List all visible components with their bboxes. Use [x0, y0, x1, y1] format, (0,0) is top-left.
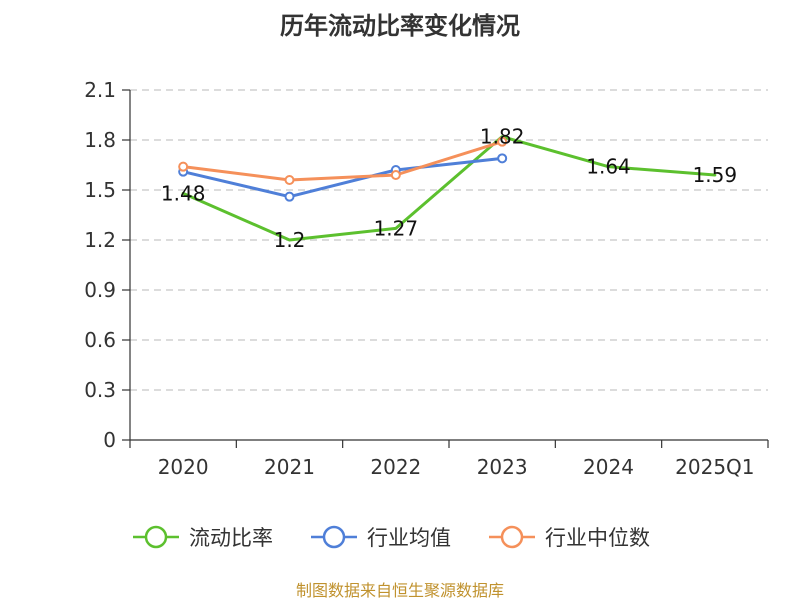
- y-tick-label: 1.8: [84, 128, 116, 152]
- data-label: 1.64: [586, 155, 631, 179]
- x-tick-label: 2024: [583, 455, 634, 479]
- data-source-note: 制图数据来自恒生聚源数据库: [295, 581, 504, 600]
- legend: 流动比率 行业均值 行业中位数: [133, 525, 650, 550]
- series-line-1: [181, 156, 504, 199]
- data-label: 1.59: [693, 163, 738, 187]
- legend-label: 行业均值: [367, 526, 451, 550]
- grid-lines: [130, 89, 768, 391]
- data-label: 1.48: [161, 181, 206, 205]
- x-tick-label: 2020: [158, 455, 209, 479]
- chart-title: 历年流动比率变化情况: [280, 12, 520, 40]
- data-label: 1.82: [480, 125, 525, 149]
- legend-swatch-marker: [144, 525, 168, 549]
- x-tick-label: 2025Q1: [675, 455, 754, 479]
- legend-label: 流动比率: [189, 526, 273, 550]
- series-lines: [181, 135, 717, 242]
- y-tick-label: 0.3: [84, 378, 116, 402]
- series-marker-2: [284, 175, 295, 185]
- data-label: 1.2: [274, 228, 306, 252]
- y-tick-label: 1.2: [84, 228, 116, 252]
- y-tick-label: 0.6: [84, 328, 116, 352]
- legend-swatch-marker: [322, 525, 346, 549]
- y-tick-label: 0: [103, 428, 116, 452]
- series-line-2: [181, 140, 504, 182]
- axes: 0 0.3 0.6 0.9 1.2 1.5 1.8 2.1 2020 2021 2022 2023 20…: [84, 78, 769, 479]
- y-tick-label: 1.5: [84, 178, 116, 202]
- series-marker-1: [497, 153, 508, 164]
- series-line-0: [181, 135, 717, 242]
- legend-swatch-marker: [500, 525, 524, 549]
- series-marker-2: [390, 170, 401, 180]
- x-tick-label: 2022: [370, 455, 421, 479]
- data-label: 1.27: [374, 216, 419, 240]
- legend-label: 行业中位数: [545, 526, 650, 550]
- series-marker-1: [284, 191, 295, 202]
- series-marker-2: [497, 136, 508, 147]
- data-labels: 1.48 1.2 1.27 1.82 1.64 1.59: [161, 125, 737, 252]
- x-tick-label: 2023: [477, 455, 528, 479]
- x-tick-label: 2021: [264, 455, 315, 479]
- y-tick-label: 2.1: [84, 78, 116, 102]
- series-marker-2: [178, 161, 189, 172]
- y-tick-label: 0.9: [84, 278, 116, 302]
- series-markers: [178, 136, 508, 202]
